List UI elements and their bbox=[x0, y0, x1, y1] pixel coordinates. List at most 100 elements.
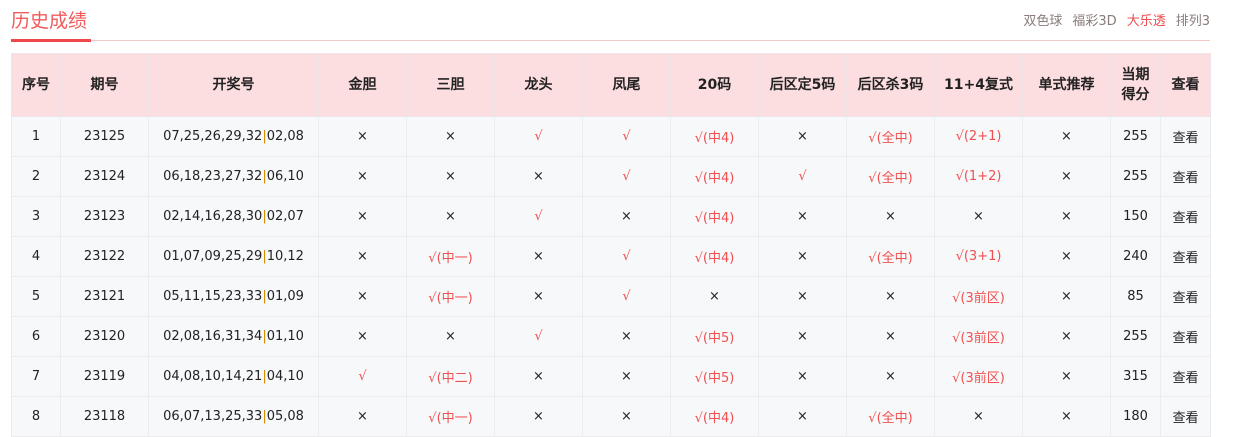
table-cell: × bbox=[318, 196, 407, 237]
title-underline bbox=[11, 39, 91, 42]
table-cell: √(全中) bbox=[846, 396, 935, 437]
column-header: 后区定5码 bbox=[758, 53, 847, 117]
table-cell: 05,11,15,23,33|01,09 bbox=[148, 276, 319, 317]
table-cell: × bbox=[758, 276, 847, 317]
front-numbers: 07,25,26,29,32 bbox=[163, 129, 263, 144]
view-link[interactable]: 查看 bbox=[1160, 356, 1211, 397]
table-cell: 23121 bbox=[60, 276, 149, 317]
view-link[interactable]: 查看 bbox=[1160, 396, 1211, 437]
front-numbers: 02,14,16,28,30 bbox=[163, 209, 263, 224]
table-cell: × bbox=[846, 316, 935, 357]
table-cell: 04,08,10,14,21|04,10 bbox=[148, 356, 319, 397]
table-cell: × bbox=[758, 316, 847, 357]
back-numbers: 02,08 bbox=[266, 129, 304, 144]
number-separator: | bbox=[262, 289, 267, 304]
table-cell: × bbox=[318, 276, 407, 317]
title-divider bbox=[11, 40, 1210, 41]
table-cell: × bbox=[494, 276, 583, 317]
column-header: 单式推荐 bbox=[1022, 53, 1111, 117]
table-cell: √(中5) bbox=[670, 316, 759, 357]
table-cell: 23123 bbox=[60, 196, 149, 237]
column-header: 金胆 bbox=[318, 53, 407, 117]
table-cell: × bbox=[758, 356, 847, 397]
table-cell: √(中4) bbox=[670, 196, 759, 237]
view-link[interactable]: 查看 bbox=[1160, 276, 1211, 317]
table-cell: 7 bbox=[11, 356, 61, 397]
table-cell: × bbox=[582, 396, 671, 437]
front-numbers: 06,07,13,25,33 bbox=[163, 409, 263, 424]
table-cell: × bbox=[1022, 316, 1111, 357]
table-cell: 2 bbox=[11, 156, 61, 197]
page-title: 历史成绩 bbox=[11, 10, 88, 32]
table-row: 5 23121 05,11,15,23,33|01,09 × √(中一) × √ × × × √(3… bbox=[11, 276, 1211, 317]
table-cell: √(2+1) bbox=[934, 116, 1023, 157]
table-cell: × bbox=[1022, 356, 1111, 397]
table-cell: 5 bbox=[11, 276, 61, 317]
back-numbers: 06,10 bbox=[266, 169, 304, 184]
front-numbers: 06,18,23,27,32 bbox=[163, 169, 263, 184]
table-cell: 06,18,23,27,32|06,10 bbox=[148, 156, 319, 197]
table-cell: × bbox=[846, 276, 935, 317]
back-numbers: 05,08 bbox=[266, 409, 304, 424]
table-row: 7 23119 04,08,10,14,21|04,10 √ √(中二) × × √(中5) ×… bbox=[11, 356, 1211, 397]
view-link[interactable]: 查看 bbox=[1160, 196, 1211, 237]
table-cell: × bbox=[318, 316, 407, 357]
table-cell: × bbox=[1022, 236, 1111, 277]
table-row: 4 23122 01,07,09,25,29|10,12 × √(中一) × √ √(中4) ×… bbox=[11, 236, 1211, 277]
column-header: 查看 bbox=[1160, 53, 1211, 117]
table-cell: × bbox=[494, 236, 583, 277]
front-numbers: 01,07,09,25,29 bbox=[163, 249, 263, 264]
table-cell: 180 bbox=[1110, 396, 1161, 437]
lottery-tab-1[interactable]: 福彩3D bbox=[1072, 14, 1117, 29]
lottery-tab-2[interactable]: 大乐透 bbox=[1126, 14, 1166, 29]
table-cell: √(3前区) bbox=[934, 316, 1023, 357]
table-cell: 3 bbox=[11, 196, 61, 237]
table-cell: × bbox=[582, 196, 671, 237]
lottery-tab-0[interactable]: 双色球 bbox=[1023, 14, 1063, 29]
table-cell: 23125 bbox=[60, 116, 149, 157]
column-header: 三胆 bbox=[406, 53, 495, 117]
table-cell: √(1+2) bbox=[934, 156, 1023, 197]
table-cell: 255 bbox=[1110, 316, 1161, 357]
view-link[interactable]: 查看 bbox=[1160, 316, 1211, 357]
table-cell: 02,08,16,31,34|01,10 bbox=[148, 316, 319, 357]
table-row: 2 23124 06,18,23,27,32|06,10 × × × √ √(中4) √ √(全中… bbox=[11, 156, 1211, 197]
number-separator: | bbox=[262, 129, 267, 144]
table-cell: √ bbox=[582, 156, 671, 197]
table-cell: × bbox=[758, 236, 847, 277]
table-cell: × bbox=[934, 396, 1023, 437]
table-cell: 85 bbox=[1110, 276, 1161, 317]
table-cell: 255 bbox=[1110, 116, 1161, 157]
table-cell: × bbox=[934, 196, 1023, 237]
front-numbers: 04,08,10,14,21 bbox=[163, 369, 263, 384]
table-cell: × bbox=[1022, 116, 1111, 157]
column-header: 序号 bbox=[11, 53, 61, 117]
table-cell: 315 bbox=[1110, 356, 1161, 397]
table-cell: × bbox=[582, 356, 671, 397]
table-cell: 23124 bbox=[60, 156, 149, 197]
table-cell: √(3前区) bbox=[934, 276, 1023, 317]
table-cell: √ bbox=[582, 236, 671, 277]
table-cell: × bbox=[406, 116, 495, 157]
column-header: 当期得分 bbox=[1110, 53, 1161, 117]
lottery-tab-3[interactable]: 排列3 bbox=[1175, 14, 1210, 29]
table-cell: √ bbox=[582, 116, 671, 157]
table-cell: 255 bbox=[1110, 156, 1161, 197]
table-cell: × bbox=[494, 356, 583, 397]
number-separator: | bbox=[262, 169, 267, 184]
view-link[interactable]: 查看 bbox=[1160, 236, 1211, 277]
back-numbers: 10,12 bbox=[266, 249, 304, 264]
table-cell: 01,07,09,25,29|10,12 bbox=[148, 236, 319, 277]
table-header-row: 序号 期号 开奖号 金胆 三胆 龙头 凤尾 20码 后区定5码 后区杀3码 11+4复式 单式推荐 当期… bbox=[11, 53, 1211, 117]
table-cell: √(全中) bbox=[846, 116, 935, 157]
view-link[interactable]: 查看 bbox=[1160, 116, 1211, 157]
view-link[interactable]: 查看 bbox=[1160, 156, 1211, 197]
table-cell: × bbox=[1022, 156, 1111, 197]
table-cell: √ bbox=[758, 156, 847, 197]
table-cell: × bbox=[494, 156, 583, 197]
table-cell: × bbox=[406, 316, 495, 357]
table-cell: 1 bbox=[11, 116, 61, 157]
table-cell: √(3+1) bbox=[934, 236, 1023, 277]
lottery-switcher: 双色球 福彩3D 大乐透 排列3 bbox=[1023, 10, 1210, 29]
table-cell: × bbox=[1022, 196, 1111, 237]
